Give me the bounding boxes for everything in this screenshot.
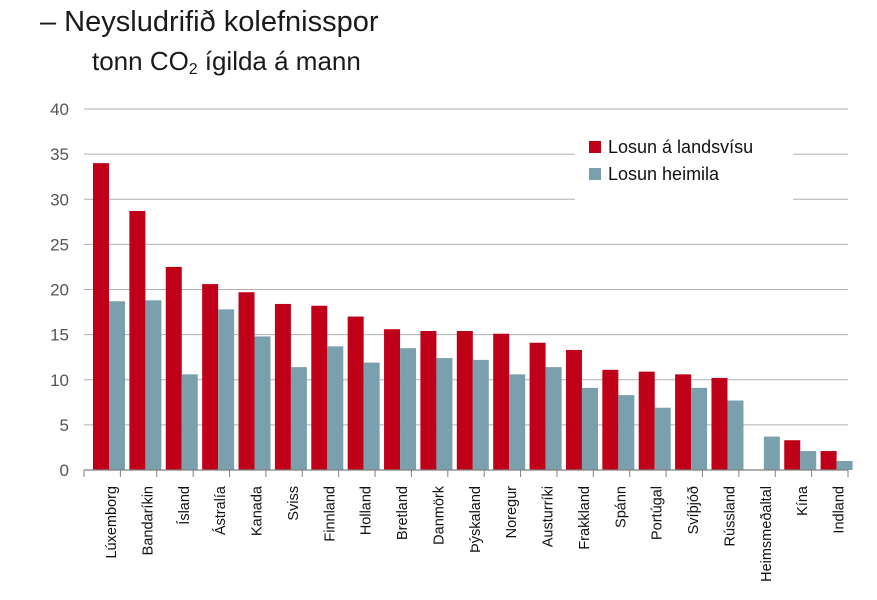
bar-national <box>784 440 801 470</box>
legend: Losun á landsvísu Losun heimila <box>575 130 793 200</box>
category-label: Ísland <box>176 486 193 525</box>
legend-label: Losun heimila <box>608 164 720 184</box>
y-tick-label: 20 <box>50 281 69 300</box>
bars <box>93 163 853 471</box>
bar-household <box>400 348 417 470</box>
bar-national <box>711 377 728 470</box>
bar-household <box>545 367 562 470</box>
bar-household <box>727 400 744 470</box>
bar-household <box>290 367 307 470</box>
bar-national <box>675 374 692 470</box>
bar-national <box>274 303 291 470</box>
bar-household <box>145 300 162 470</box>
bar-household <box>509 374 526 470</box>
bar-national <box>602 369 619 470</box>
category-label: Spánn <box>613 486 629 528</box>
bar-household <box>436 358 453 470</box>
bar-national <box>238 292 255 470</box>
bar-national <box>165 266 182 470</box>
y-tick-label: 15 <box>50 326 69 345</box>
bar-household <box>109 301 125 470</box>
y-tick-label: 40 <box>50 100 69 119</box>
bar-national <box>202 284 219 470</box>
category-label: Finnland <box>322 486 338 542</box>
bar-national <box>420 331 437 470</box>
bar-national <box>347 316 364 470</box>
y-axis-ticks: 0 5 10 15 20 25 30 35 40 <box>50 100 69 480</box>
bar-household <box>254 336 271 470</box>
x-axis-categories: Lúxemborg Bandaríkin Ísland Ástralía Kanada S… <box>104 485 848 582</box>
bar-national <box>493 333 510 470</box>
bar-household <box>472 359 489 470</box>
y-tick-label: 25 <box>50 235 69 254</box>
bar-household <box>691 387 708 470</box>
category-label: Sviss <box>286 486 302 521</box>
bar-household <box>800 451 817 470</box>
category-label: Noregur <box>504 486 520 539</box>
chart-title: – Neysludrifið kolefnisspor <box>40 6 379 38</box>
legend-label: Losun á landsvísu <box>608 137 753 157</box>
bar-household <box>327 346 344 470</box>
category-label: Svíþjóð <box>686 486 702 534</box>
category-label: Portúgal <box>650 486 666 540</box>
bar-national <box>456 331 473 470</box>
bar-household <box>218 309 235 470</box>
chart-subtitle: tonn CO2 ígilda á mann <box>92 46 361 79</box>
bar-national <box>129 210 146 471</box>
category-label: Ástralía <box>212 485 229 535</box>
category-label: Lúxemborg <box>104 486 120 559</box>
y-tick-label: 5 <box>60 416 69 435</box>
bar-household <box>618 395 635 470</box>
bar-household <box>836 460 853 470</box>
x-axis <box>83 469 849 477</box>
bar-household <box>654 407 671 470</box>
y-tick-label: 0 <box>60 461 69 480</box>
bar-national <box>93 163 109 470</box>
bar-household <box>363 362 380 470</box>
y-tick-label: 35 <box>50 145 69 164</box>
bar-national <box>311 305 328 470</box>
category-label: Kanada <box>250 485 266 536</box>
legend-swatch <box>589 168 601 180</box>
y-tick-label: 10 <box>50 371 69 390</box>
category-label: Kína <box>795 485 811 516</box>
category-label: Indland <box>832 486 848 534</box>
bar-national <box>529 342 546 470</box>
category-label: Bandaríkin <box>140 486 156 555</box>
category-label: Rússland <box>722 486 738 546</box>
category-label: Holland <box>359 486 375 535</box>
category-label: Frakkland <box>577 486 593 550</box>
bar-household <box>763 436 780 470</box>
bar-national <box>820 451 837 470</box>
category-label: Þýskaland <box>468 486 484 553</box>
subtitle-suffix: ígilda á mann <box>197 46 361 76</box>
y-tick-label: 30 <box>50 190 69 209</box>
category-label: Heimsmeðaltal <box>759 486 775 582</box>
subtitle-subscript: 2 <box>188 60 198 78</box>
category-label: Bretland <box>395 486 411 540</box>
bar-national <box>638 371 655 470</box>
bar-household <box>581 387 598 470</box>
category-label: Austurríki <box>541 486 557 547</box>
bar-national <box>565 349 582 470</box>
category-label: Danmörk <box>431 485 447 545</box>
bar-national <box>384 329 401 470</box>
legend-box <box>575 130 793 200</box>
legend-swatch <box>589 141 601 153</box>
subtitle-prefix: tonn CO <box>92 46 189 76</box>
bar-household <box>181 374 198 470</box>
